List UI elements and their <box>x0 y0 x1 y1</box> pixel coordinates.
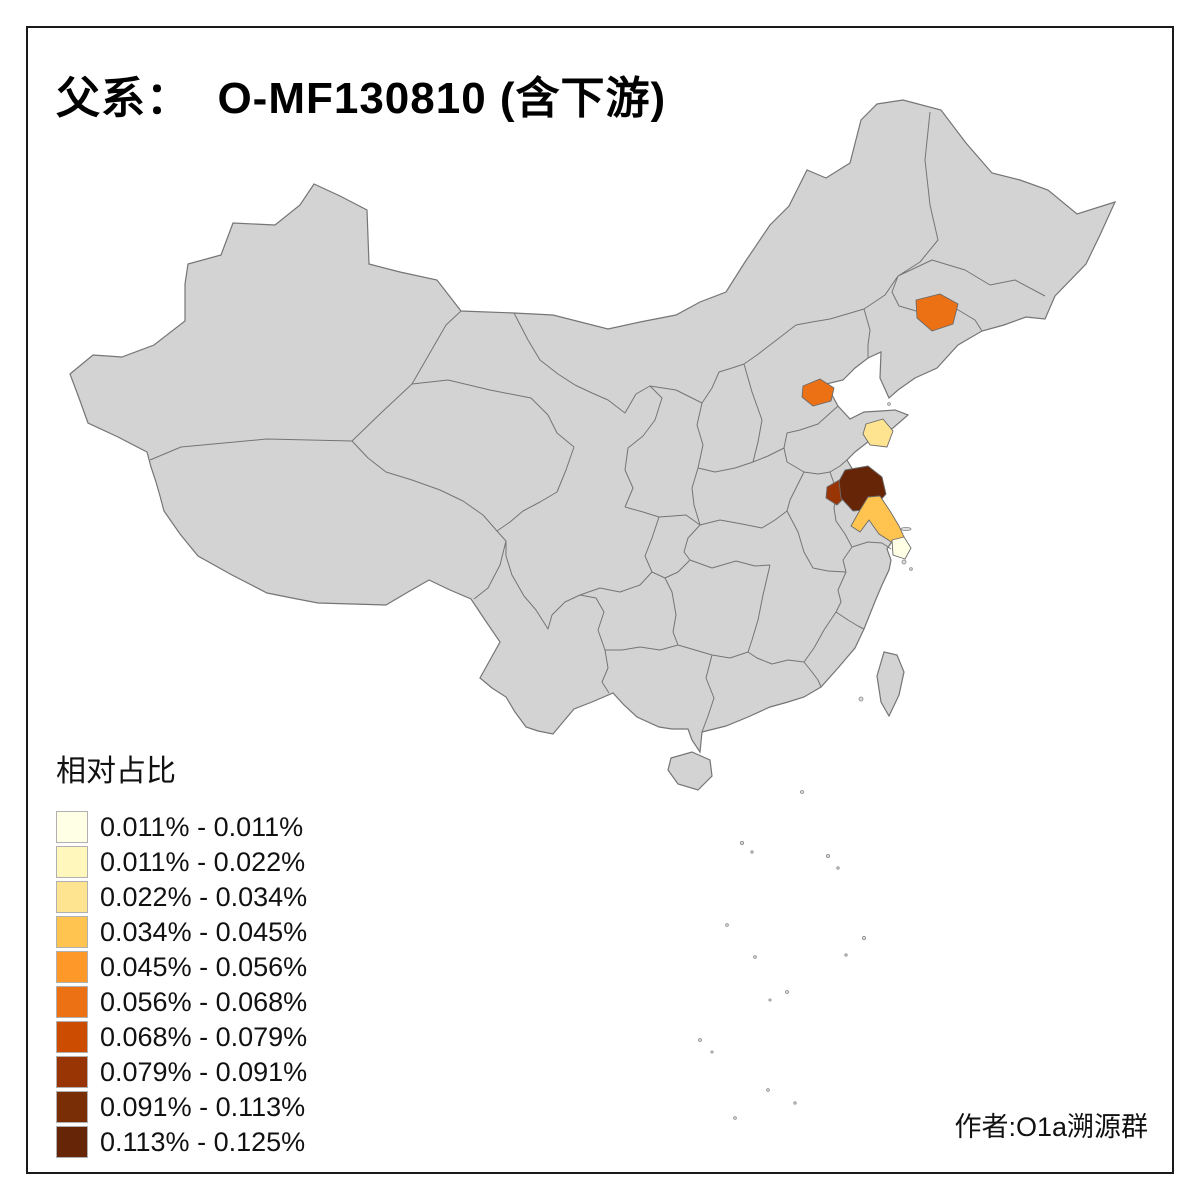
hainan-island <box>667 751 713 791</box>
legend-row: 0.034% - 0.045% <box>56 915 307 949</box>
south-china-sea-islands <box>698 402 913 1120</box>
legend-label: 0.056% - 0.068% <box>100 986 308 1017</box>
legend-swatch <box>56 1091 88 1123</box>
legend-row: 0.113% - 0.125% <box>56 1125 307 1159</box>
highlight-region-jiangsu-coast <box>850 495 905 544</box>
legend-label: 0.045% - 0.056% <box>100 951 308 982</box>
legend-label: 0.022% - 0.034% <box>100 881 308 912</box>
legend: 相对占比 0.011% - 0.011% 0.011% - 0.022% 0.022… <box>56 746 307 1160</box>
legend-label: 0.113% - 0.125% <box>100 1126 306 1157</box>
author-credit: 作者:O1a溯源群 <box>954 1112 1148 1142</box>
legend-row: 0.068% - 0.079% <box>56 1020 307 1054</box>
legend-label: 0.034% - 0.045% <box>100 916 308 947</box>
legend-row: 0.011% - 0.011% <box>56 810 307 844</box>
highlight-region-beijing <box>801 378 835 407</box>
legend-row: 0.091% - 0.113% <box>56 1090 307 1124</box>
taiwan-island <box>876 651 905 718</box>
highlight-region-shanghai-pale <box>891 536 912 560</box>
legend-label: 0.011% - 0.022% <box>100 846 306 877</box>
legend-entries: 0.011% - 0.011% 0.011% - 0.022% 0.022% - 0… <box>56 810 307 1159</box>
legend-label: 0.068% - 0.079% <box>100 1021 308 1052</box>
legend-swatch <box>56 986 88 1018</box>
legend-row: 0.011% - 0.022% <box>56 845 307 879</box>
page-title: 父系： O-MF130810 (含下游) <box>56 74 667 123</box>
legend-label: 0.079% - 0.091% <box>100 1056 308 1087</box>
legend-title: 相对占比 <box>56 755 176 788</box>
legend-row: 0.045% - 0.056% <box>56 950 307 984</box>
legend-label: 0.091% - 0.113% <box>100 1091 306 1122</box>
legend-swatch <box>56 881 88 913</box>
legend-swatch <box>56 1056 88 1088</box>
legend-label: 0.011% - 0.011% <box>100 811 304 842</box>
legend-swatch <box>56 846 88 878</box>
highlight-region-shandong-coast <box>862 418 894 448</box>
legend-swatch <box>56 916 88 948</box>
province-borders <box>149 111 1046 733</box>
legend-row: 0.022% - 0.034% <box>56 880 307 914</box>
legend-swatch <box>56 1021 88 1053</box>
highlight-region-northeast <box>915 293 959 332</box>
mainland-china <box>69 99 1117 754</box>
legend-row: 0.079% - 0.091% <box>56 1055 307 1089</box>
legend-row: 0.056% - 0.068% <box>56 985 307 1019</box>
legend-swatch <box>56 1126 88 1158</box>
highlighted-regions <box>801 293 959 560</box>
legend-swatch <box>56 811 88 843</box>
legend-swatch <box>56 951 88 983</box>
